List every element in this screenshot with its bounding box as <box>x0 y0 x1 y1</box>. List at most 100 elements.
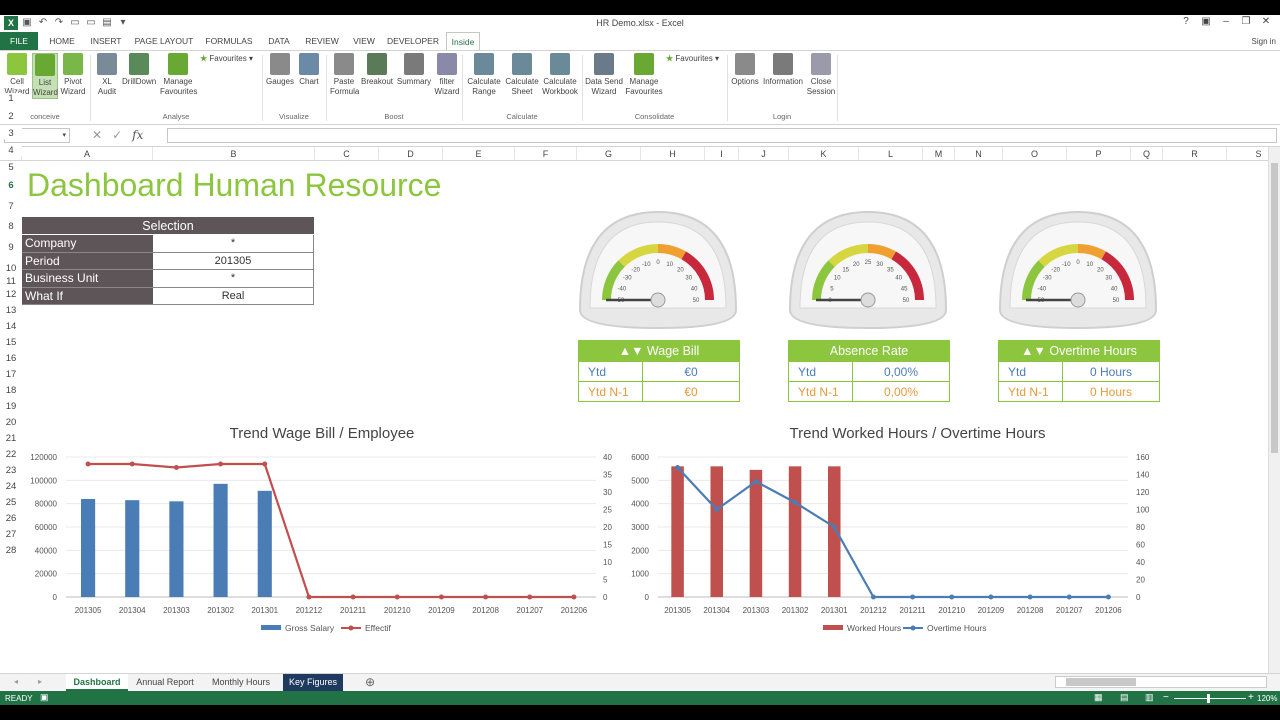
row-header[interactable]: 7 <box>0 201 22 212</box>
minimize-icon[interactable]: – <box>1223 16 1229 27</box>
business-unit-value[interactable]: * <box>153 270 314 287</box>
gauges-button[interactable]: Gauges <box>265 53 295 87</box>
bar[interactable] <box>710 466 724 597</box>
tab-home[interactable]: HOME <box>49 36 75 46</box>
paste-formula-button[interactable]: Paste Formula <box>330 53 359 97</box>
customize-qat-icon[interactable]: ▾ <box>120 17 126 28</box>
sheet-tab-annual-report[interactable]: Annual Report <box>136 677 194 687</box>
row-header[interactable]: 15 <box>0 337 22 348</box>
row-header[interactable]: 2 <box>0 111 22 122</box>
row-header[interactable]: 10 <box>0 263 22 274</box>
undo-icon[interactable]: ↶ <box>38 17 48 28</box>
bar[interactable] <box>169 501 184 597</box>
line-point[interactable] <box>714 507 720 512</box>
column-header[interactable]: O <box>1003 147 1067 161</box>
tab-view[interactable]: VIEW <box>353 36 375 46</box>
bar[interactable] <box>827 466 841 597</box>
row-header[interactable]: 8 <box>0 221 22 232</box>
line-point[interactable] <box>1027 594 1033 600</box>
column-header[interactable]: M <box>923 147 955 161</box>
formula-input[interactable] <box>167 128 1277 143</box>
tab-file[interactable]: FILE <box>0 32 38 50</box>
add-sheet-icon[interactable]: ⊕ <box>365 675 376 689</box>
line-point[interactable] <box>306 594 312 600</box>
row-header[interactable]: 26 <box>0 513 22 524</box>
horizontal-scrollbar[interactable] <box>1055 676 1267 688</box>
line-point[interactable] <box>753 479 759 484</box>
next-sheet-icon[interactable]: ▸ <box>38 677 43 686</box>
row-header[interactable]: 1 <box>0 93 22 104</box>
page-break-view-icon[interactable]: ▥ <box>1145 692 1154 702</box>
breakout-button[interactable]: Breakout <box>360 53 394 87</box>
line-point[interactable] <box>483 594 489 600</box>
column-header[interactable]: H <box>641 147 705 161</box>
options-button[interactable]: Options <box>730 53 760 87</box>
bar[interactable] <box>749 469 763 597</box>
column-header[interactable]: A <box>22 147 153 161</box>
line-point[interactable] <box>831 524 837 530</box>
column-header[interactable]: E <box>443 147 515 161</box>
column-header[interactable]: L <box>859 147 923 161</box>
row-header[interactable]: 12 <box>0 289 22 300</box>
row-header[interactable]: 5 <box>0 162 22 173</box>
line-point[interactable] <box>949 594 955 600</box>
series-line[interactable] <box>676 466 1109 599</box>
tab-page-layout[interactable]: PAGE LAYOUT <box>134 36 194 46</box>
line-point[interactable] <box>870 594 876 600</box>
tab-formulas[interactable]: FORMULAS <box>205 36 253 46</box>
row-header[interactable]: 17 <box>0 369 22 380</box>
info-button[interactable]: Information <box>760 53 806 87</box>
data-send-button[interactable]: Data Send Wizard <box>585 53 623 97</box>
chart-2[interactable]: 0 1000 2000 3000 4000 5000 6000 0 20 40 60 80 100 120… <box>631 453 1150 633</box>
tab-inside[interactable]: Inside <box>446 32 480 50</box>
cell-wizard-button[interactable]: Cell Wizard <box>4 53 30 97</box>
zoom-level[interactable]: 120% <box>1257 694 1278 703</box>
line-point[interactable] <box>1105 594 1111 600</box>
column-header[interactable]: I <box>705 147 739 161</box>
row-header[interactable]: 23 <box>0 465 22 476</box>
row-header[interactable]: 6 <box>0 180 22 191</box>
row-header[interactable]: 19 <box>0 401 22 412</box>
line-point[interactable] <box>792 500 798 505</box>
chart-button[interactable]: Chart <box>296 53 322 87</box>
save-icon[interactable]: ▣ <box>22 17 32 28</box>
bar[interactable] <box>81 499 96 597</box>
row-header[interactable]: 11 <box>0 276 22 287</box>
page-layout-view-icon[interactable]: ▤ <box>1120 692 1129 702</box>
bar[interactable] <box>125 500 140 597</box>
line-point[interactable] <box>1066 594 1072 600</box>
row-header[interactable]: 25 <box>0 497 22 508</box>
form-icon[interactable]: ▤ <box>102 17 112 28</box>
chart-1[interactable]: 0 20000 40000 60000 80000 100000 120000 0 5 10 15 2… <box>30 453 612 633</box>
zoom-in-icon[interactable]: + <box>1248 692 1254 703</box>
row-header[interactable]: 27 <box>0 529 22 540</box>
column-header[interactable]: F <box>515 147 577 161</box>
line-point[interactable] <box>988 594 994 600</box>
zoom-out-icon[interactable]: − <box>1163 692 1169 703</box>
sheet-tab-monthly-hours[interactable]: Monthly Hours <box>211 677 271 687</box>
favourites-dropdown-2[interactable]: ★ Favourites ▾ <box>666 54 720 63</box>
row-header[interactable]: 24 <box>0 481 22 492</box>
folder-open-icon[interactable]: ▭ <box>86 17 96 28</box>
favourites-dropdown-1[interactable]: ★ Favourites ▾ <box>200 54 254 63</box>
column-header[interactable]: P <box>1067 147 1131 161</box>
column-header[interactable]: R <box>1163 147 1227 161</box>
row-header[interactable]: 3 <box>0 128 22 139</box>
company-value[interactable]: * <box>153 235 314 252</box>
star-button[interactable]: Manage Favourites <box>160 53 197 97</box>
row-header[interactable]: 13 <box>0 305 22 316</box>
vertical-scrollbar[interactable] <box>1268 147 1280 673</box>
calc-sheet-button[interactable]: Calculate Sheet <box>504 53 540 97</box>
line-point[interactable] <box>218 461 224 467</box>
row-header[interactable]: 9 <box>0 242 22 253</box>
charts[interactable]: 0200004000060000800001000001200000510152… <box>0 445 1268 675</box>
row-header[interactable]: 28 <box>0 545 22 556</box>
restore-icon[interactable]: ❐ <box>1241 16 1251 27</box>
row-header[interactable]: 4 <box>0 145 22 156</box>
bar[interactable] <box>788 466 802 597</box>
column-header[interactable]: B <box>153 147 315 161</box>
row-header[interactable]: 18 <box>0 385 22 396</box>
line-point[interactable] <box>173 465 179 470</box>
insert-function-icon[interactable]: fx <box>132 128 144 142</box>
